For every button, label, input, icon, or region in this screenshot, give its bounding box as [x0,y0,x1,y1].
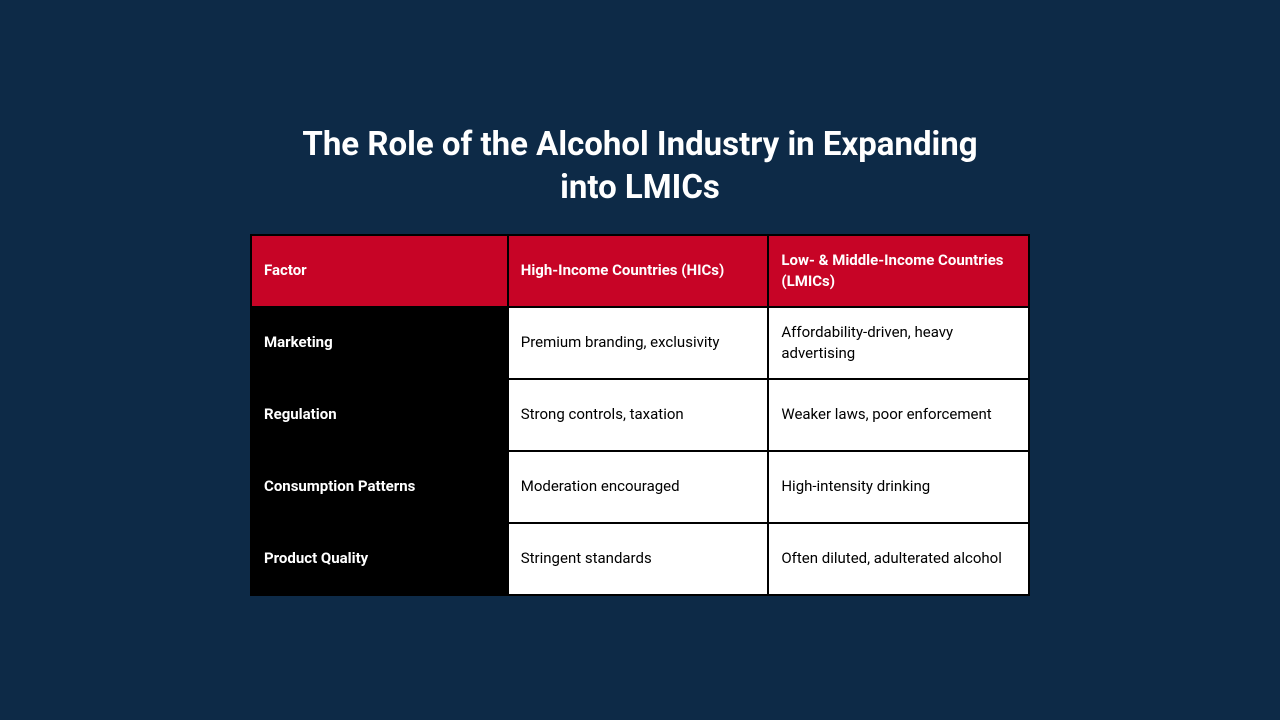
header-lmics: Low- & Middle-Income Countries (LMICs) [768,235,1029,307]
header-hics: High-Income Countries (HICs) [508,235,769,307]
table-row: Consumption Patterns Moderation encourag… [251,451,1029,523]
cell-hics-regulation: Strong controls, taxation [508,379,769,451]
header-factor: Factor [251,235,508,307]
table-header-row: Factor High-Income Countries (HICs) Low-… [251,235,1029,307]
table-row: Product Quality Stringent standards Ofte… [251,523,1029,595]
row-header-consumption: Consumption Patterns [251,451,508,523]
row-header-marketing: Marketing [251,307,508,379]
cell-lmics-consumption: High-intensity drinking [768,451,1029,523]
comparison-table-container: Factor High-Income Countries (HICs) Low-… [250,234,1030,596]
cell-lmics-marketing: Affordability-driven, heavy advertising [768,307,1029,379]
cell-hics-marketing: Premium branding, exclusivity [508,307,769,379]
comparison-table: Factor High-Income Countries (HICs) Low-… [250,234,1030,596]
row-header-quality: Product Quality [251,523,508,595]
page-title: The Role of the Alcohol Industry in Expa… [290,124,990,210]
table-row: Marketing Premium branding, exclusivity … [251,307,1029,379]
row-header-regulation: Regulation [251,379,508,451]
cell-lmics-quality: Often diluted, adulterated alcohol [768,523,1029,595]
cell-hics-consumption: Moderation encouraged [508,451,769,523]
table-row: Regulation Strong controls, taxation Wea… [251,379,1029,451]
cell-lmics-regulation: Weaker laws, poor enforcement [768,379,1029,451]
cell-hics-quality: Stringent standards [508,523,769,595]
